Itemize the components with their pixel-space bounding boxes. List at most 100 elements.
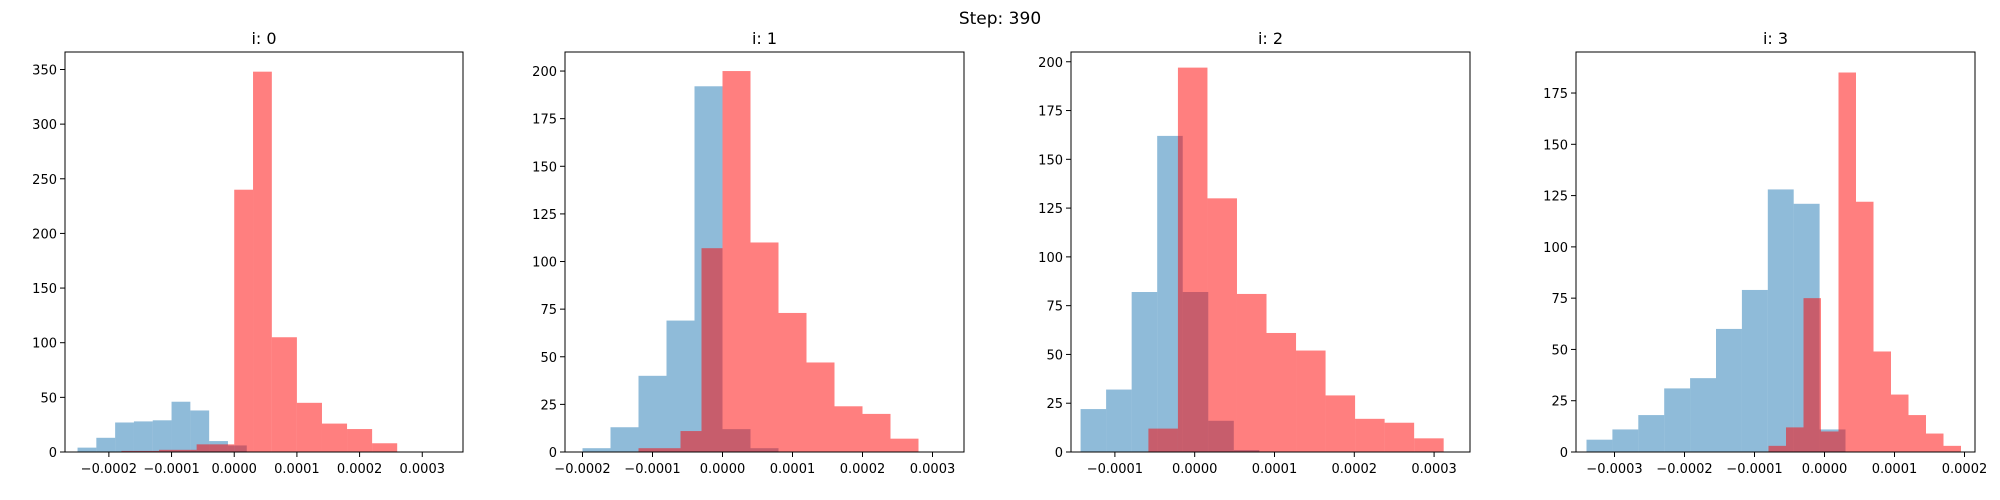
histogram-bar: [750, 242, 779, 452]
histogram-bar: [1856, 201, 1874, 452]
histogram-bar: [253, 71, 272, 453]
histogram-bar: [1080, 409, 1107, 452]
x-tick-label: 0.0002: [1332, 462, 1378, 477]
histogram-bar: [1767, 189, 1794, 452]
histogram-bar: [1296, 350, 1326, 452]
y-tick-label: 25: [540, 398, 557, 413]
y-tick-label: 50: [1551, 343, 1568, 358]
y-tick-label: 175: [532, 113, 557, 128]
histogram-bar: [234, 189, 254, 452]
histogram-bar: [862, 413, 891, 452]
x-tick-label: 0.0002: [337, 462, 383, 477]
axes-frame: [564, 51, 965, 453]
x-tick-label: −0.0002: [1656, 462, 1712, 477]
y-tick-label: 100: [532, 256, 557, 271]
y-tick-label: 300: [32, 118, 57, 133]
y-tick-label: 75: [540, 303, 557, 318]
histogram-bar: [638, 448, 681, 452]
histogram-bar: [1786, 427, 1804, 452]
histogram-bar: [582, 448, 611, 452]
histogram-bar: [159, 449, 197, 452]
histogram-bar: [1106, 389, 1132, 452]
y-tick-label: 0: [1560, 446, 1568, 461]
x-tick-label: −0.0003: [1586, 462, 1642, 477]
x-tick-label: 0.0000: [211, 462, 257, 477]
histogram-bar: [1943, 445, 1961, 452]
histogram-bar: [1148, 428, 1178, 452]
x-tick-label: −0.0002: [554, 462, 610, 477]
histogram-bar: [372, 443, 398, 452]
y-tick-label: 0: [49, 446, 57, 461]
y-tick-label: 200: [1038, 56, 1063, 71]
histogram-bar: [121, 450, 160, 452]
x-tick-label: −0.0002: [81, 462, 137, 477]
histogram-bar: [1926, 433, 1944, 452]
histogram-bar: [1236, 293, 1267, 452]
x-tick-label: 0.0001: [1872, 462, 1918, 477]
x-tick-label: 0.0001: [770, 462, 816, 477]
histogram-bar: [778, 312, 807, 452]
y-tick-label: 25: [1046, 397, 1063, 412]
x-tick-label: 0.0003: [910, 462, 956, 477]
x-tick-label: 0.0002: [1942, 462, 1988, 477]
histogram-bar: [96, 437, 116, 452]
y-tick-label: 0: [549, 446, 557, 461]
y-tick-label: 75: [1046, 300, 1063, 315]
y-tick-label: 125: [1038, 202, 1063, 217]
histogram-bar: [321, 423, 348, 452]
y-tick-label: 125: [1543, 190, 1568, 205]
histogram-bar: [1355, 418, 1385, 452]
histogram-bar: [806, 362, 835, 452]
y-tick-label: 75: [1551, 292, 1568, 307]
subplot-title: i: 1: [752, 29, 777, 48]
histogram-bar: [890, 438, 919, 452]
histogram-bar: [1207, 198, 1237, 452]
y-tick-label: 200: [32, 227, 57, 242]
y-tick-label: 50: [40, 391, 57, 406]
y-tick-label: 150: [1038, 153, 1063, 168]
histogram-bar: [1768, 445, 1786, 452]
x-tick-label: −0.0001: [143, 462, 199, 477]
histogram-bar: [77, 447, 97, 452]
histogram-bar: [1384, 422, 1415, 452]
y-tick-label: 50: [1046, 348, 1063, 363]
histogram-bar: [1838, 72, 1856, 452]
histogram-bar: [1891, 394, 1909, 452]
histogram-bar: [1873, 351, 1891, 452]
y-tick-label: 150: [32, 282, 57, 297]
x-tick-label: 0.0000: [700, 462, 746, 477]
subplot-0: 0 50 100 150 200 250 300 350 −0.0002 −0.0001 0.000…: [32, 29, 464, 477]
x-tick-label: 0.0003: [400, 462, 446, 477]
y-tick-label: 0: [1055, 446, 1063, 461]
histogram-bar: [190, 410, 210, 452]
x-tick-label: −0.0001: [1087, 462, 1143, 477]
y-tick-label: 250: [32, 173, 57, 188]
histogram-bar: [1716, 328, 1742, 452]
subplot-1: 0 25 50 75 100 125 150 175 200 −0.0002 −0.0001 0.00…: [532, 29, 965, 477]
y-tick-label: 25: [1551, 395, 1568, 410]
histogram-bar: [1690, 378, 1716, 452]
x-tick-label: −0.0001: [624, 462, 680, 477]
y-tick-label: 125: [532, 208, 557, 223]
histogram-bar: [1638, 415, 1665, 452]
y-tick-label: 175: [1543, 87, 1568, 102]
histogram-bar: [1908, 415, 1926, 452]
histogram-bar: [1664, 388, 1691, 452]
histogram-bar: [722, 71, 751, 453]
histogram-bar: [1821, 431, 1839, 452]
histogram-bar: [296, 402, 322, 452]
subplot-2: 0 25 50 75 100 125 150 175 200 −0.0001 0.0000 0.000…: [1038, 29, 1471, 477]
x-tick-label: 0.0002: [840, 462, 886, 477]
subplot-title: i: 0: [251, 29, 276, 48]
histogram-bar: [701, 248, 723, 452]
y-tick-label: 200: [532, 65, 557, 80]
axes-frame: [64, 51, 464, 453]
histogram-bar: [1803, 298, 1821, 452]
histogram-bar: [1612, 429, 1639, 452]
histogram-bar: [133, 421, 153, 452]
histogram-bar: [1325, 395, 1356, 452]
y-tick-label: 150: [1543, 138, 1568, 153]
x-tick-label: −0.0001: [1726, 462, 1782, 477]
figure-suptitle: Step: 390: [959, 9, 1041, 29]
